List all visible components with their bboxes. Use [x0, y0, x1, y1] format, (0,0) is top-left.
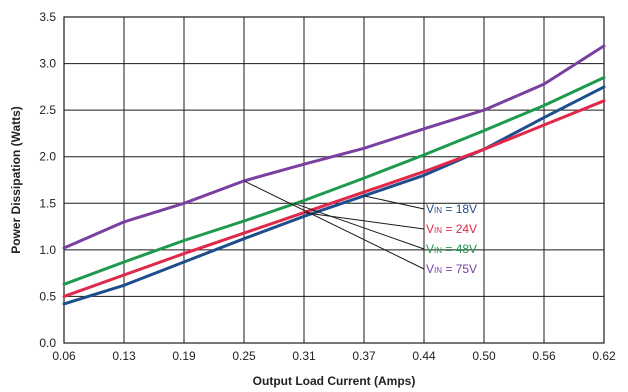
- x-tick-label: 0.44: [412, 349, 436, 363]
- x-axis-title: Output Load Current (Amps): [253, 374, 416, 388]
- leader-line-48V: [293, 202, 425, 250]
- series-line-18V: [62, 85, 606, 306]
- leader-line-75V: [243, 180, 425, 270]
- y-tick-label: 2.0: [39, 150, 56, 164]
- series-labels: VIN = 18V VIN = 24V VIN = 48V VIN = 75V: [426, 202, 477, 276]
- y-tick-label: 0.0: [39, 336, 56, 350]
- series-lines: [62, 44, 606, 306]
- x-tick-label: 0.06: [52, 349, 76, 363]
- leader-line-24V: [303, 212, 425, 230]
- x-tick-label: 0.31: [292, 349, 316, 363]
- y-tick-labels: 0.0 0.5 1.0 1.5 2.0 2.5 3.0 3.5: [39, 10, 56, 350]
- x-tick-label: 0.62: [592, 349, 616, 363]
- x-tick-label: 0.19: [172, 349, 196, 363]
- series-label-24V: VIN = 24V: [426, 222, 477, 236]
- series-label-75V: VIN = 75V: [426, 262, 477, 276]
- y-tick-label: 1.5: [39, 196, 56, 210]
- y-tick-label: 0.5: [39, 289, 56, 303]
- x-tick-labels: 0.06 0.13 0.19 0.25 0.31 0.37 0.44 0.50 0.56 0.62: [52, 349, 616, 363]
- x-tick-label: 0.56: [532, 349, 556, 363]
- series-label-18V: VIN = 18V: [426, 202, 477, 216]
- series-line-24V: [62, 99, 606, 298]
- series-line-75V: [62, 44, 606, 250]
- x-tick-label: 0.25: [232, 349, 256, 363]
- plot-frame: [63, 16, 605, 344]
- leader-line-18V: [363, 195, 425, 210]
- y-axis-title: Power Dissipation (Watts): [9, 106, 23, 254]
- y-tick-label: 3.0: [39, 57, 56, 71]
- x-tick-label: 0.50: [472, 349, 496, 363]
- y-tick-label: 3.5: [39, 10, 56, 24]
- grid: [64, 17, 604, 343]
- label-leader-lines: [243, 180, 425, 270]
- y-tick-label: 2.5: [39, 103, 56, 117]
- series-line-48V: [62, 76, 606, 286]
- y-tick-label: 1.0: [39, 243, 56, 257]
- x-tick-label: 0.13: [112, 349, 136, 363]
- x-tick-label: 0.37: [352, 349, 376, 363]
- series-label-48V: VIN = 48V: [426, 242, 477, 256]
